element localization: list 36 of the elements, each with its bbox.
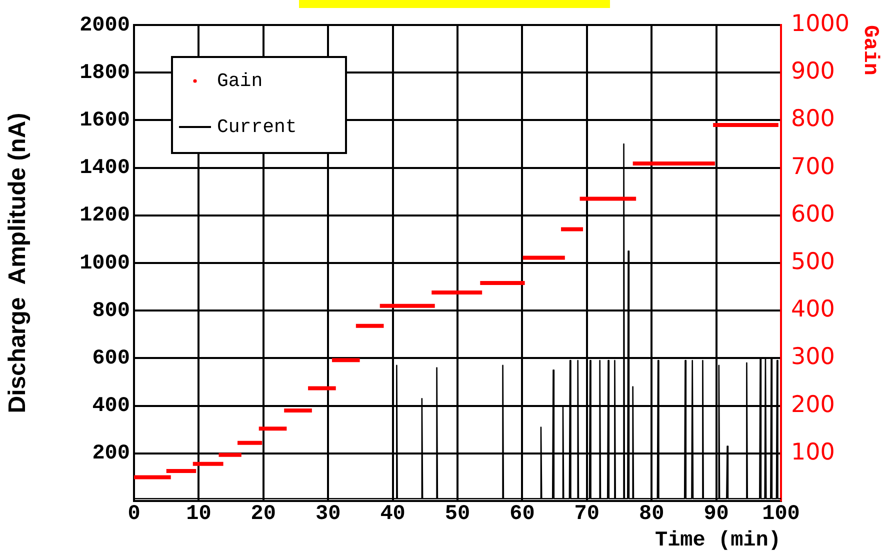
- y-tick-label: 200: [92, 442, 130, 466]
- x-tick-label: 30: [315, 502, 341, 526]
- x-tick-label: 50: [444, 502, 470, 526]
- y-axis-title: Discharge Amplitude (nA): [4, 112, 32, 414]
- y2-tick-label: 300: [791, 344, 835, 370]
- x-tick-label: 60: [510, 502, 535, 526]
- y-tick-label: 1400: [80, 157, 130, 180]
- y2-tick-label: 400: [791, 296, 835, 323]
- legend-label: Gain: [217, 70, 263, 92]
- x-tick-label: 90: [704, 502, 729, 526]
- x-tick-label: 0: [128, 502, 140, 526]
- y2-axis-title: Gain: [858, 25, 882, 76]
- y-tick-label: 2000: [80, 14, 130, 38]
- x-tick-label: 20: [250, 502, 276, 526]
- y-tick-label: 400: [92, 395, 130, 418]
- y2-tick-label: 900: [791, 58, 835, 85]
- legend-label: Current: [217, 116, 297, 138]
- y-tick-label: 1600: [80, 109, 130, 132]
- y2-tick-label: 1000: [791, 10, 850, 37]
- y2-tick-label: 600: [791, 201, 835, 228]
- y-tick-label: 1000: [80, 252, 130, 276]
- y-tick-label: 600: [92, 347, 130, 370]
- y2-tick-label: 100: [791, 439, 835, 466]
- y-tick-label: 1800: [80, 62, 130, 85]
- x-tick-label: 40: [380, 502, 406, 526]
- y-tick-label: 1200: [80, 204, 130, 228]
- x-tick-label: 70: [574, 502, 600, 526]
- y2-tick-label: 200: [791, 392, 835, 418]
- y2-tick-label: 500: [791, 248, 835, 275]
- y-tick-label: 800: [92, 300, 130, 323]
- y2-tick-label: 800: [791, 106, 835, 132]
- x-tick-label: 80: [638, 502, 664, 526]
- y2-tick-label: 700: [791, 154, 835, 180]
- x-axis-title: Time (min): [654, 530, 781, 553]
- x-tick-label: 100: [762, 502, 800, 526]
- x-tick-label: 10: [186, 502, 212, 526]
